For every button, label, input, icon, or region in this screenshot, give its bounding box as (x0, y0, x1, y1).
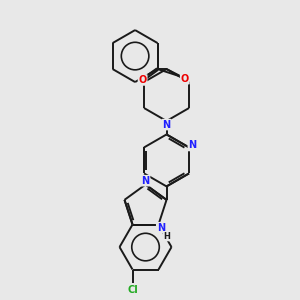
Text: Cl: Cl (127, 285, 138, 295)
Text: N: N (157, 223, 165, 233)
Text: N: N (142, 176, 150, 186)
Text: O: O (139, 75, 147, 85)
Text: O: O (181, 74, 189, 84)
Text: N: N (163, 120, 171, 130)
Text: N: N (188, 140, 196, 151)
Text: H: H (164, 232, 170, 241)
